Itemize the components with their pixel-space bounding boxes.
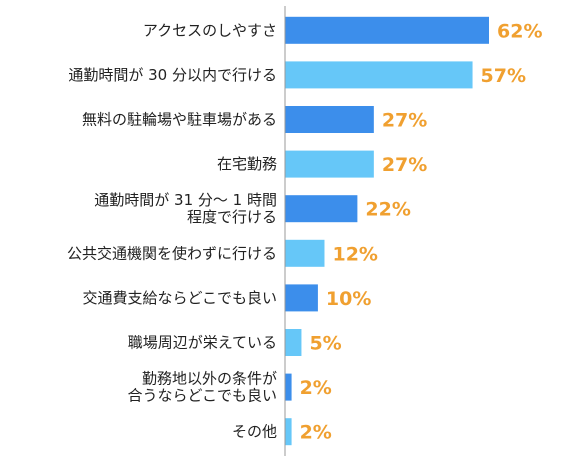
category-label-line: アクセスのしやすさ <box>143 21 277 39</box>
category-label: 勤務地以外の条件が合うならどこでも良い <box>127 370 277 405</box>
category-label: 在宅勤務 <box>217 155 277 173</box>
category-label: 公共交通機関を使わずに行ける <box>67 244 277 262</box>
category-label-line: 勤務地以外の条件が <box>142 370 277 388</box>
value-label: 22% <box>365 199 410 221</box>
bar <box>285 284 318 312</box>
bar <box>285 106 374 133</box>
category-label-line: 在宅勤務 <box>217 155 277 173</box>
value-label: 10% <box>326 288 371 310</box>
category-label: その他 <box>232 423 277 441</box>
category-label-line: 程度で行ける <box>187 208 277 226</box>
value-labels-group: 62% 57% 27% 27% 22% 12% 10% 5% 2% 2% <box>300 20 543 443</box>
value-label: 2% <box>300 422 332 444</box>
category-label: 通勤時間が 31 分～ 1 時間程度で行ける <box>94 191 277 226</box>
value-label: 27% <box>382 154 427 176</box>
value-label: 2% <box>300 377 332 399</box>
category-label-line: 通勤時間が 30 分以内で行ける <box>68 66 277 84</box>
bar <box>285 16 489 44</box>
category-label: 職場周辺が栄えている <box>128 334 277 352</box>
value-label: 12% <box>332 243 377 265</box>
category-label-line: 無料の駐輪場や駐車場がある <box>82 111 277 129</box>
category-label-line: 合うならどこでも良い <box>127 387 277 405</box>
category-label: アクセスのしやすさ <box>143 21 277 39</box>
bars-group <box>285 16 489 446</box>
bar <box>285 418 292 446</box>
value-label: 57% <box>481 65 526 87</box>
category-label-line: 通勤時間が 31 分～ 1 時間 <box>94 191 277 209</box>
value-label: 5% <box>309 333 341 355</box>
category-label-line: 交通費支給ならどこでも良い <box>82 289 277 307</box>
bar <box>285 61 473 89</box>
category-label: 通勤時間が 30 分以内で行ける <box>68 66 277 84</box>
value-label: 62% <box>497 20 542 42</box>
bar <box>285 195 358 223</box>
bar <box>285 150 374 178</box>
category-label: 無料の駐輪場や駐車場がある <box>82 111 277 129</box>
category-label-line: 職場周辺が栄えている <box>128 334 277 352</box>
bar <box>285 239 325 267</box>
category-label: 交通費支給ならどこでも良い <box>82 289 277 307</box>
category-label-line: 公共交通機関を使わずに行ける <box>67 244 277 262</box>
value-label: 27% <box>382 110 427 132</box>
bar <box>285 373 292 401</box>
bar <box>285 329 302 356</box>
category-label-line: その他 <box>232 423 277 441</box>
